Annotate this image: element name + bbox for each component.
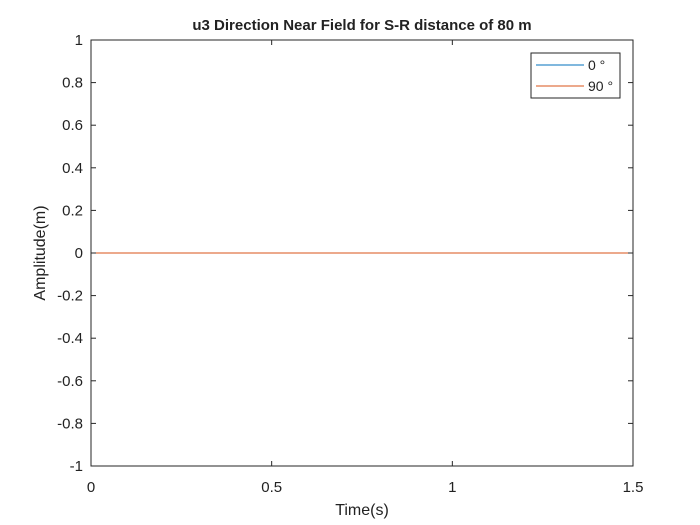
- y-tick-label-0: 1: [75, 32, 83, 49]
- y-tick-label-10: -1: [70, 458, 83, 475]
- y-tick-label-2: 0.6: [62, 117, 83, 134]
- x-ticks: 0 0.5 1 1.5: [87, 40, 644, 496]
- legend-label-0-deg: 0 °: [588, 57, 605, 73]
- y-tick-label-8: -0.6: [57, 373, 83, 390]
- y-axis-label: Amplitude(m): [32, 205, 49, 300]
- y-tick-label-5: 0: [75, 245, 83, 262]
- y-ticks: 1 0.8 0.6 0.4 0.2 0 -0.2 -0.4 -0.6 -0.8 -1: [57, 32, 633, 475]
- y-tick-label-4: 0.2: [62, 202, 83, 219]
- y-tick-label-1: 0.8: [62, 75, 83, 92]
- x-tick-label-2: 1: [448, 479, 456, 496]
- legend-label-90-deg: 90 °: [588, 78, 613, 94]
- y-tick-label-3: 0.4: [62, 160, 83, 177]
- x-tick-label-0: 0: [87, 479, 95, 496]
- chart-title: u3 Direction Near Field for S-R distance…: [192, 17, 531, 34]
- y-tick-label-6: -0.2: [57, 288, 83, 305]
- x-tick-label-3: 1.5: [623, 479, 644, 496]
- legend-box: [530, 52, 621, 99]
- legend: 0 ° 90 °: [530, 52, 621, 99]
- y-tick-label-7: -0.4: [57, 330, 83, 347]
- x-tick-label-1: 0.5: [261, 479, 282, 496]
- y-tick-label-9: -0.8: [57, 415, 83, 432]
- x-axis-label: Time(s): [335, 502, 389, 519]
